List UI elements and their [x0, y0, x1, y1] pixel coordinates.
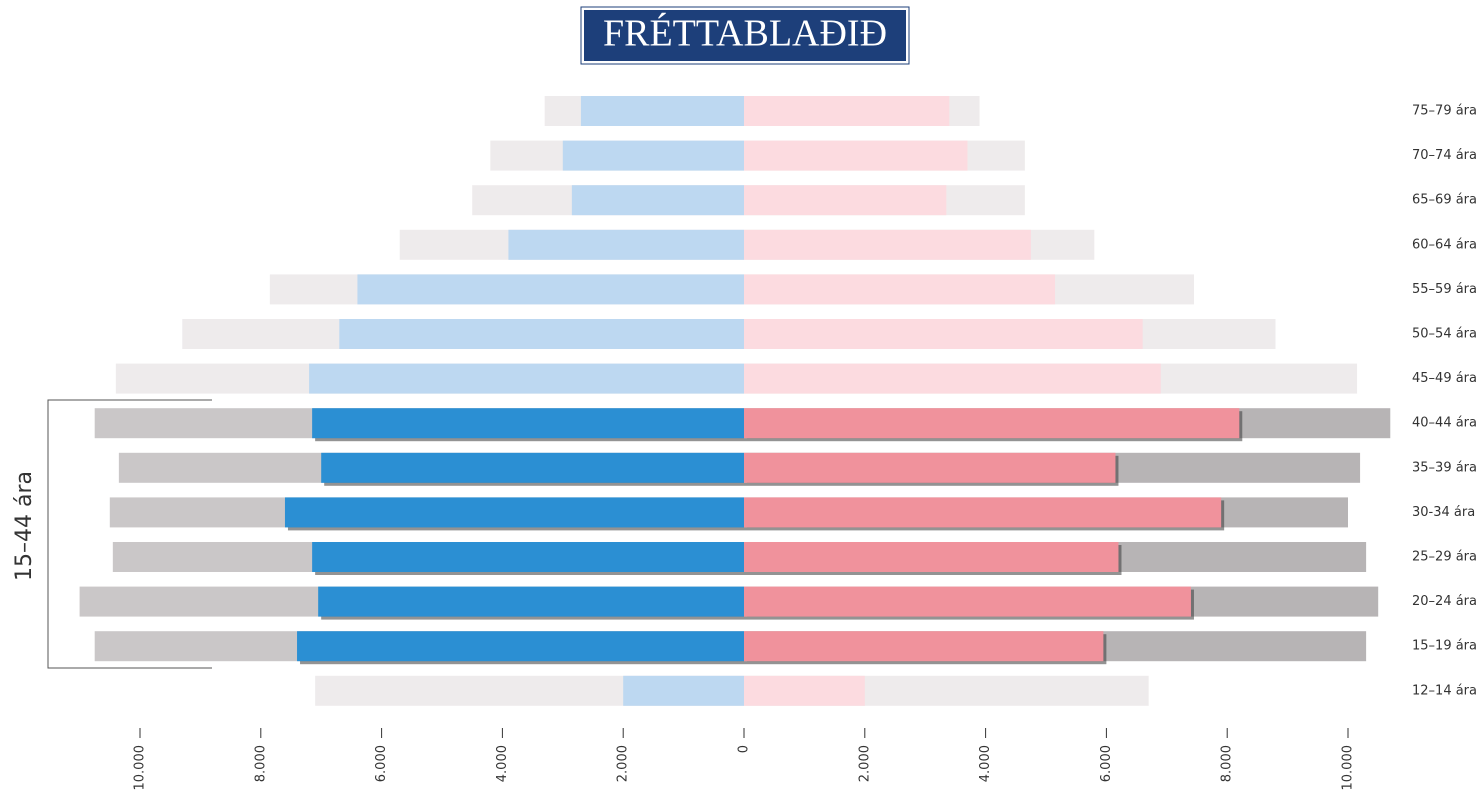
category-label: 50–54 ára: [1412, 327, 1477, 342]
bar: [562, 140, 744, 171]
category-label: 12–14 ára: [1412, 683, 1477, 698]
bar: [744, 96, 950, 126]
category-label: 20–24 ára: [1412, 594, 1477, 609]
category-label: 25–29 ára: [1412, 550, 1477, 565]
x-tick-label: 8.000: [253, 745, 268, 782]
x-tick-label: 8.000: [1220, 745, 1235, 782]
annotation: 15–44 ára: [12, 471, 37, 581]
bar: [623, 675, 744, 706]
bar: [284, 497, 744, 528]
x-tick-label: 6.000: [1099, 745, 1114, 782]
x-tick-label: 0: [737, 745, 752, 753]
bar: [744, 497, 1222, 528]
x-tick-label: 10.000: [1341, 745, 1356, 791]
bar: [744, 185, 947, 216]
bar: [339, 319, 744, 349]
category-label: 40–44 ára: [1412, 416, 1477, 431]
bar: [744, 452, 1116, 483]
bar: [744, 408, 1240, 439]
bracket: [47, 399, 212, 669]
bar: [312, 408, 744, 439]
bar: [321, 452, 744, 483]
bar: [744, 363, 1161, 394]
bar: [580, 96, 744, 126]
category-label: 30-34 ára: [1412, 505, 1475, 520]
bar: [318, 586, 744, 617]
category-label: 45–49 ára: [1412, 371, 1477, 386]
x-tick-label: 6.000: [374, 745, 389, 782]
logo-text: FRÉTTABLAÐIÐ: [603, 13, 887, 55]
bar: [744, 319, 1143, 349]
bar: [744, 274, 1056, 305]
x-tick-label: 2.000: [857, 745, 872, 782]
category-label: 15–19 ára: [1412, 639, 1477, 654]
bar: [571, 185, 744, 216]
bar: [744, 586, 1191, 617]
bar: [744, 675, 865, 706]
bar: [309, 363, 744, 394]
category-label: 35–39 ára: [1412, 460, 1477, 475]
x-tick-label: 10.000: [133, 745, 148, 791]
logo: [584, 10, 906, 61]
x-tick-label: 4.000: [495, 745, 510, 782]
bar: [744, 542, 1119, 572]
bar: [297, 631, 744, 662]
bar: [508, 229, 744, 260]
category-label: 65–69 ára: [1412, 193, 1477, 208]
x-tick-label: 4.000: [978, 745, 993, 782]
bar: [357, 274, 744, 305]
bar: [744, 631, 1104, 662]
x-tick-label: 2.000: [616, 745, 631, 782]
category-label: 60–64 ára: [1412, 237, 1477, 252]
bar: [744, 229, 1031, 260]
bar: [312, 542, 744, 572]
category-label: 55–59 ára: [1412, 282, 1477, 297]
bar: [744, 140, 968, 171]
category-label: 75–79 ára: [1412, 104, 1477, 119]
category-label: 70–74 ára: [1412, 148, 1477, 163]
